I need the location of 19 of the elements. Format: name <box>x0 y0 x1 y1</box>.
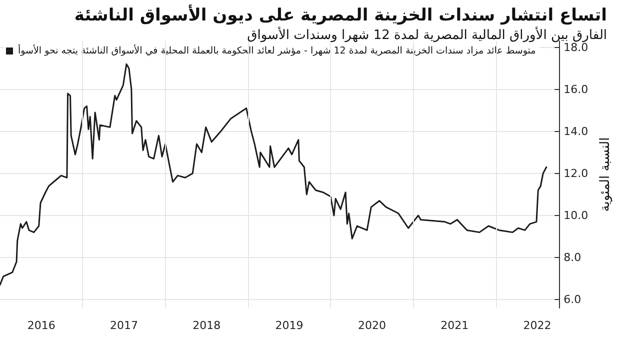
x-tick-label: 2019 <box>275 319 304 332</box>
x-tick-label: 2022 <box>523 319 552 332</box>
y-axis-title: النسبة المئوية <box>598 137 613 212</box>
y-tick-label: 18.0 <box>564 40 588 54</box>
x-tick-label: 2021 <box>440 319 469 332</box>
chart-subtitle: الفارق بين الأوراق المالية المصرية لمدة 12 شهرا وسندات الأسواق <box>247 26 608 43</box>
x-tick-label: 2018 <box>192 319 221 332</box>
y-tick-label: 8.0 <box>564 251 582 264</box>
y-tick-label: 12.0 <box>564 166 588 180</box>
legend-label: متوسط عائد مزاد سندات الخزينة المصرية لمدة 12 شهرا - مؤشر لعائد الحكومة بالعملة المحلية في الأسواق الناشئة يتجه نحو الأسوأ <box>18 44 536 56</box>
x-tick-label: 2017 <box>110 319 138 332</box>
y-tick-label: 10.0 <box>564 208 588 222</box>
y-tick-label: 6.0 <box>564 293 582 306</box>
y-tick-label: 14.0 <box>564 124 588 138</box>
x-tick-label: 2016 <box>27 319 56 332</box>
y-tick-label: 16.0 <box>564 82 588 96</box>
line-series <box>0 63 548 286</box>
x-tick-label: 2020 <box>358 319 386 332</box>
chart-title: اتساع انتشار سندات الخزينة المصرية على ديون الأسواق الناشئة <box>74 4 608 26</box>
